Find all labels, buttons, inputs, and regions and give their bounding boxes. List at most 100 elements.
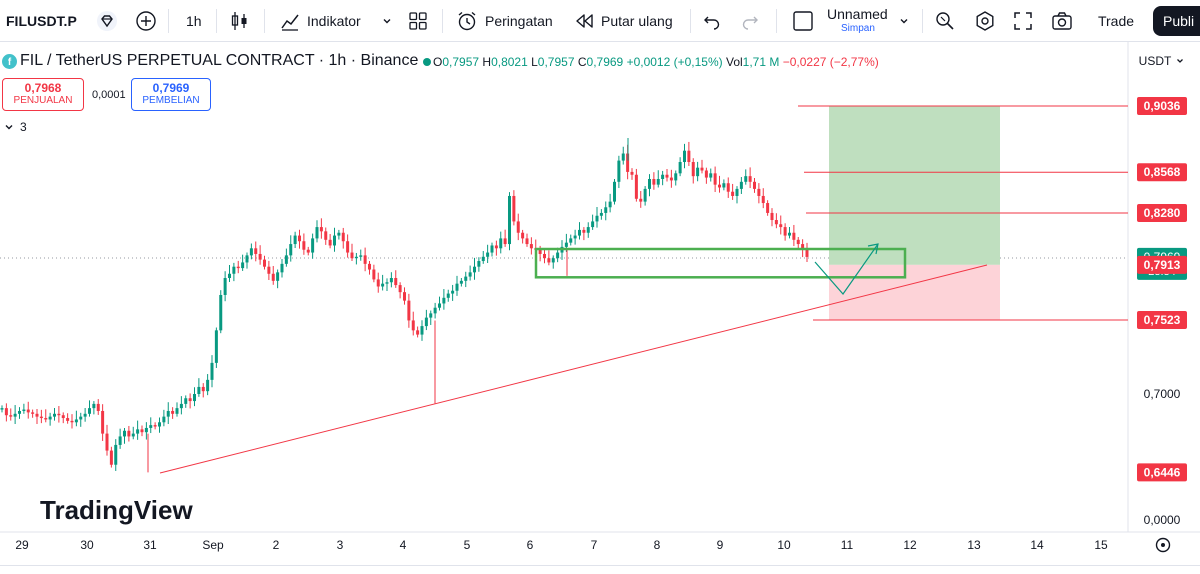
candle-body xyxy=(582,229,586,233)
price-label: 0,7913 xyxy=(1137,255,1187,274)
candle-body xyxy=(109,450,113,465)
replay-button[interactable]: Putar ulang xyxy=(574,0,673,42)
candle-body xyxy=(53,413,56,417)
publish-button[interactable]: Publi xyxy=(1153,6,1200,36)
camera-icon[interactable] xyxy=(1051,0,1073,42)
change-value: +0,0012 (+0,15%) xyxy=(626,55,723,69)
candle-body xyxy=(451,290,455,294)
indicators-collapse-toggle[interactable]: 3 xyxy=(4,120,27,134)
candle-body xyxy=(446,293,450,298)
candle-body xyxy=(468,272,472,277)
candle-body xyxy=(131,433,135,437)
alerts-button[interactable]: Peringatan xyxy=(456,0,553,42)
candles-icon[interactable] xyxy=(230,0,250,42)
candle-body xyxy=(512,195,516,222)
layout-square-icon[interactable] xyxy=(792,0,814,42)
candle-body xyxy=(551,258,555,263)
candle-body xyxy=(118,436,122,445)
layout-name-button[interactable]: Unnamed Simpan xyxy=(827,7,888,34)
candle-body xyxy=(311,238,315,253)
candle-body xyxy=(13,413,17,417)
price-chart[interactable]: TradingView 0,7000 0,0000 0,9036 0,8568 0,82… xyxy=(0,42,1200,574)
layout-save-status: Simpan xyxy=(841,23,875,34)
candle-body xyxy=(599,212,603,216)
candle-body xyxy=(149,425,153,428)
sell-label: PENJUALAN xyxy=(13,95,73,107)
candle-body xyxy=(9,415,13,417)
x-axis-tick-label: 8 xyxy=(654,538,661,552)
candle-body xyxy=(801,244,805,250)
candle-body xyxy=(696,167,700,177)
replay-label: Putar ulang xyxy=(601,13,673,29)
candle-body xyxy=(613,181,616,202)
undo-icon[interactable] xyxy=(702,0,722,42)
add-symbol-icon[interactable] xyxy=(135,0,157,42)
indicator-count: 3 xyxy=(20,120,27,134)
layout-chevron-down-icon[interactable] xyxy=(898,0,910,42)
candle-body xyxy=(4,408,8,416)
layout-name: Unnamed xyxy=(827,6,888,22)
candle-body xyxy=(302,241,306,250)
candle-body xyxy=(354,256,358,259)
candle-body xyxy=(346,241,350,253)
candle-body xyxy=(543,253,546,259)
candle-body xyxy=(766,203,770,213)
candle-body xyxy=(473,266,476,273)
candle-body xyxy=(634,174,638,199)
candle-body xyxy=(324,231,328,240)
candle-body xyxy=(79,416,83,420)
candle-body xyxy=(481,256,485,262)
high-value: 0,8021 xyxy=(491,55,528,69)
candle-body xyxy=(744,176,748,182)
diamond-icon[interactable] xyxy=(96,0,118,42)
buy-label: PEMBELIAN xyxy=(142,95,200,107)
candle-body xyxy=(171,410,175,414)
candle-body xyxy=(508,195,511,245)
candle-body xyxy=(144,427,148,433)
candle-body xyxy=(201,386,205,392)
sell-button[interactable]: 0,7968 PENJUALAN xyxy=(2,78,84,111)
price-label: 0,7523 xyxy=(1137,311,1187,330)
buy-button[interactable]: 0,7969 PEMBELIAN xyxy=(131,78,211,111)
candle-body xyxy=(223,278,227,295)
candle-body xyxy=(648,178,651,189)
price-label: 0,8280 xyxy=(1137,203,1187,222)
x-axis-tick-label: 7 xyxy=(591,538,598,552)
candle-body xyxy=(341,232,345,242)
candle-body xyxy=(433,307,437,314)
candle-body xyxy=(26,409,30,413)
x-axis-tick-label: Sep xyxy=(202,538,224,552)
currency-selector[interactable]: USDT xyxy=(1134,50,1190,72)
symbol-search-button[interactable]: FILUSDT.P xyxy=(2,8,86,34)
candle-body xyxy=(298,235,301,242)
x-axis-tick-label: 2 xyxy=(273,538,280,552)
candle-body xyxy=(490,245,494,253)
open-value: 0,7957 xyxy=(442,55,480,69)
trade-button[interactable]: Trade xyxy=(1083,8,1149,34)
candle-body xyxy=(236,266,240,269)
candle-body xyxy=(411,320,415,331)
indicators-button[interactable]: Indikator xyxy=(280,0,361,42)
candle-body xyxy=(438,303,441,308)
candle-body xyxy=(805,249,809,257)
quick-search-icon[interactable] xyxy=(934,0,956,42)
candle-body xyxy=(783,227,787,236)
candle-body xyxy=(591,221,595,228)
settings-icon[interactable] xyxy=(974,0,996,42)
buy-price: 0,7969 xyxy=(152,81,190,95)
candle-body xyxy=(573,235,577,239)
close-value: 0,7969 xyxy=(586,55,624,69)
candle-body xyxy=(228,273,231,279)
fullscreen-icon[interactable] xyxy=(1013,0,1033,42)
layout-grid-icon[interactable] xyxy=(408,0,428,42)
goto-date-icon[interactable] xyxy=(1155,537,1171,553)
x-axis-tick-label: 10 xyxy=(777,538,791,552)
interval-button[interactable]: 1h xyxy=(186,0,202,42)
chevron-down-icon[interactable] xyxy=(381,0,393,42)
chevron-down-icon xyxy=(5,125,13,130)
candle-body xyxy=(753,181,756,189)
candle-body xyxy=(586,227,590,233)
redo-icon[interactable] xyxy=(740,0,760,42)
candle-body xyxy=(621,153,625,161)
candle-body xyxy=(700,167,704,171)
